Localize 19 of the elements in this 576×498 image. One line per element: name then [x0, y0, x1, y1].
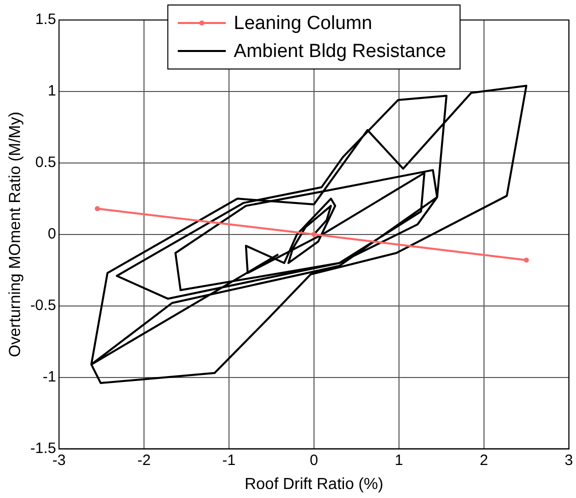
x-tick-label: 2: [480, 452, 488, 469]
point: [524, 258, 529, 263]
point: [311, 232, 316, 237]
point: [94, 206, 100, 212]
x-tick-label: -2: [137, 452, 151, 469]
y-tick-label: -1: [42, 368, 56, 386]
legend-label: Leaning Column: [234, 13, 372, 34]
x-tick-label: 0: [310, 452, 318, 469]
legend-label: Ambient Bldg Resistance: [234, 41, 446, 62]
y-tick-label: 1: [48, 82, 56, 100]
y-axis-title: Overturning MOment Ratio (M/My): [7, 112, 24, 358]
y-tick-label: -0.5: [30, 297, 56, 314]
x-tick-label: 3: [564, 452, 573, 469]
y-tick-label: 0: [48, 226, 56, 243]
x-tick-label: -1: [222, 452, 236, 469]
y-tick-label: 0.5: [35, 154, 56, 172]
x-axis-title: Roof Drift Ratio (%): [244, 476, 384, 493]
x-tick-label: 1: [394, 452, 404, 469]
y-tick-label: 1.5: [35, 11, 56, 28]
